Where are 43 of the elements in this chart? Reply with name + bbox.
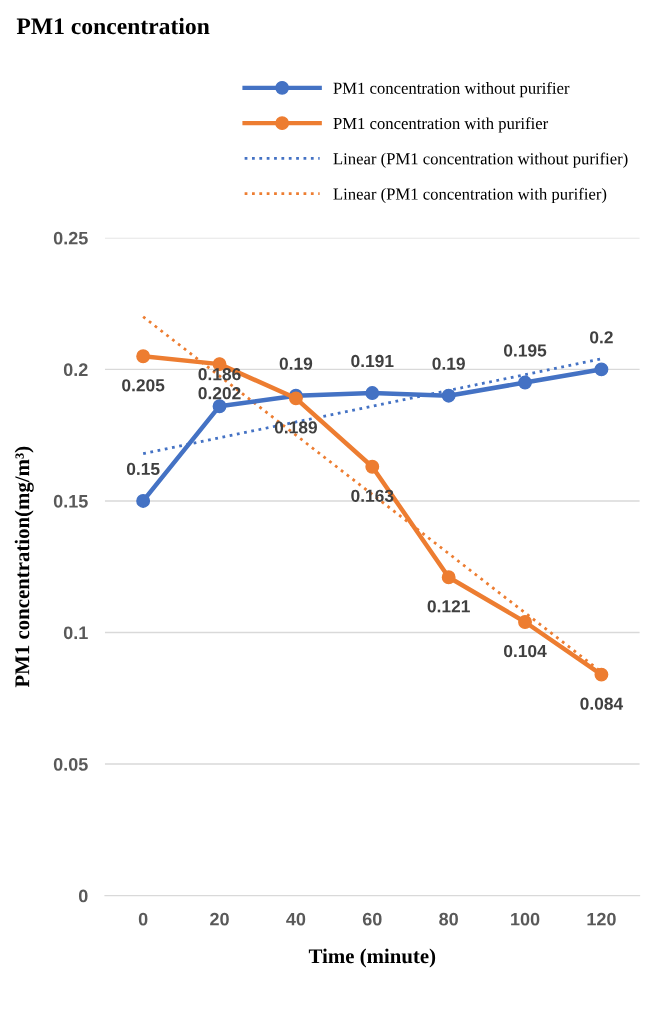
x-tick-label: 120 [587,912,616,926]
x-tick-label: 20 [210,912,229,926]
x-tick-label: 80 [439,912,458,926]
y-tick-label: 0.05 [53,757,88,771]
y-tick-label: 0.1 [63,626,88,640]
point [136,493,151,508]
data-label: 0.189 [274,421,317,434]
x-tick-label: 60 [362,912,382,926]
point [441,570,456,585]
data-label: 0.19 [279,357,313,370]
point [594,667,609,682]
legend-label: Linear (PM1 concentration without purifier) [333,152,628,168]
data-label: 0.195 [504,344,547,357]
y-tick-label: 0 [78,889,88,903]
point [365,386,380,401]
y-tick-label: 0.25 [53,231,88,245]
point [365,459,380,474]
data-label: 0.15 [126,462,160,476]
y-tick-label: 0.15 [53,494,88,508]
data-label: 0.104 [504,644,547,658]
y-axis-title: PM1 concentration(mg/m³) [14,446,34,688]
x-tick-label: 40 [286,912,306,926]
y-tick-label: 0.2 [63,363,88,377]
chart-title: PM1 concentration [16,17,210,35]
data-label: 0.2 [590,331,613,344]
x-tick-label: 0 [138,912,148,926]
x-tick-label: 100 [511,912,540,926]
point [518,375,532,390]
data-label: 0.084 [580,697,624,710]
point [441,388,456,403]
point [518,615,532,629]
data-label: 0.205 [122,379,165,392]
data-label: 0.19 [432,357,465,370]
data-label: 0.121 [427,600,470,613]
data-label: 0.191 [351,354,394,368]
legend-label: Linear (PM1 concentration with purifier) [333,187,607,204]
x-axis-title: Time (minute) [308,948,436,968]
legend-label: PM1 concentration without purifier [333,81,570,98]
point [136,349,151,364]
data-label: 0.202 [198,387,241,400]
legend-label: PM1 concentration with purifier [333,117,549,133]
point [594,362,609,377]
point [212,399,227,414]
